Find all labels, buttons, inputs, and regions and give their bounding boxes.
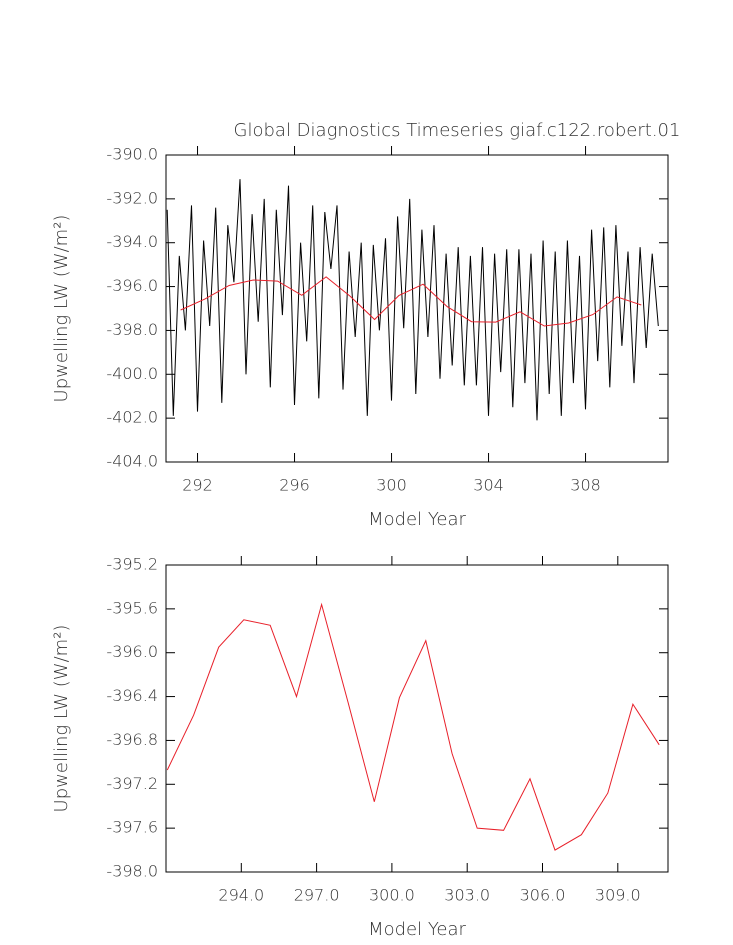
- x-tick-label: 300.0: [369, 886, 415, 905]
- data-line: [166, 179, 659, 421]
- data-line: [166, 602, 660, 851]
- chart-title: Global Diagnostics Timeseries giaf.c122.…: [234, 120, 681, 141]
- y-tick-label: -390.0: [106, 145, 158, 164]
- y-tick-label: -396.0: [106, 642, 158, 661]
- plot-frame: [165, 154, 669, 463]
- y-tick-label: -394.0: [106, 232, 158, 251]
- y-axis-label: Upwelling LW (W/m²): [51, 625, 72, 813]
- x-tick-label: 300: [376, 476, 407, 495]
- plot-frame: [165, 564, 669, 873]
- x-axis-label: Model Year: [368, 919, 466, 940]
- x-tick-label: 308: [570, 476, 601, 495]
- x-tick-label: 306.0: [520, 886, 566, 905]
- x-tick-label: 309.0: [595, 886, 641, 905]
- y-tick-label: -402.0: [106, 408, 158, 427]
- x-tick-label: 304: [473, 476, 504, 495]
- x-tick-label: 292: [182, 476, 213, 495]
- y-tick-label: -395.2: [106, 555, 158, 574]
- x-tick-label: 294.0: [218, 886, 264, 905]
- y-tick-label: -392.0: [106, 188, 158, 207]
- y-tick-label: -400.0: [106, 364, 158, 383]
- y-axis-label: Upwelling LW (W/m²): [51, 215, 72, 403]
- y-tick-label: -397.6: [106, 818, 158, 837]
- data-line: [180, 276, 642, 327]
- y-tick-label: -396.0: [106, 276, 158, 295]
- y-tick-label: -404.0: [106, 452, 158, 471]
- y-tick-label: -396.4: [106, 686, 158, 705]
- x-tick-label: 296: [279, 476, 310, 495]
- y-tick-label: -398.0: [106, 862, 158, 881]
- y-tick-label: -395.6: [106, 598, 158, 617]
- y-tick-label: -398.0: [106, 320, 158, 339]
- x-tick-label: 303.0: [444, 886, 490, 905]
- x-axis-label: Model Year: [368, 509, 466, 530]
- y-tick-label: -397.2: [106, 774, 158, 793]
- y-tick-label: -396.8: [106, 730, 158, 749]
- x-tick-label: 297.0: [294, 886, 340, 905]
